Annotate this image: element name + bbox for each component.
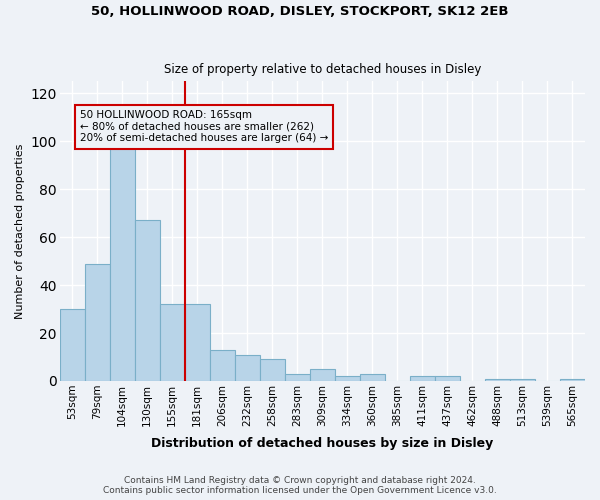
Bar [360, 374, 385, 381]
Bar [60, 309, 85, 381]
Bar [260, 360, 285, 381]
Bar [285, 374, 310, 381]
Bar [110, 142, 135, 381]
X-axis label: Distribution of detached houses by size in Disley: Distribution of detached houses by size … [151, 437, 493, 450]
Bar [185, 304, 210, 381]
Title: Size of property relative to detached houses in Disley: Size of property relative to detached ho… [164, 63, 481, 76]
Bar [160, 304, 185, 381]
Bar [410, 376, 435, 381]
Bar [510, 378, 535, 381]
Bar [310, 369, 335, 381]
Y-axis label: Number of detached properties: Number of detached properties [15, 144, 25, 319]
Text: 50, HOLLINWOOD ROAD, DISLEY, STOCKPORT, SK12 2EB: 50, HOLLINWOOD ROAD, DISLEY, STOCKPORT, … [91, 5, 509, 18]
Bar [560, 378, 585, 381]
Text: Contains HM Land Registry data © Crown copyright and database right 2024.
Contai: Contains HM Land Registry data © Crown c… [103, 476, 497, 495]
Bar [435, 376, 460, 381]
Bar [85, 264, 110, 381]
Bar [135, 220, 160, 381]
Text: 50 HOLLINWOOD ROAD: 165sqm
← 80% of detached houses are smaller (262)
20% of sem: 50 HOLLINWOOD ROAD: 165sqm ← 80% of deta… [80, 110, 328, 144]
Bar [210, 350, 235, 381]
Bar [235, 354, 260, 381]
Bar [485, 378, 510, 381]
Bar [335, 376, 360, 381]
